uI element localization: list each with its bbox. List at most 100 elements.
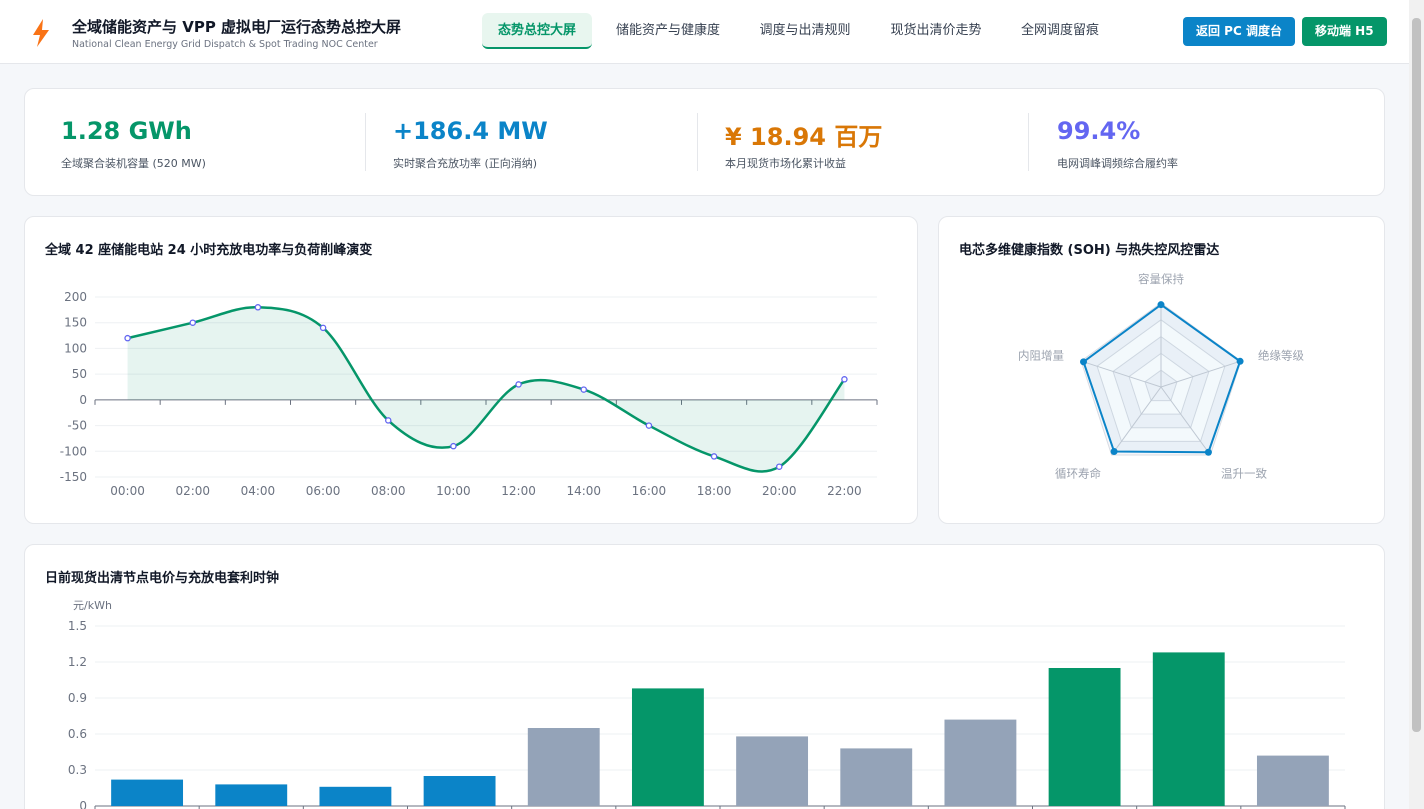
x-tick-label: 06:00 [306, 484, 341, 498]
tab-situation-screen[interactable]: 态势总控大屏 [482, 13, 592, 49]
y-tick-label: 0.9 [68, 691, 87, 705]
radar-axis-line [1160, 386, 1211, 456]
y-tick-label: 0 [79, 393, 87, 407]
price-bar [215, 784, 288, 806]
radar-axis-label: 循环寿命 [1055, 467, 1101, 481]
radar-data-point [1110, 448, 1118, 456]
y-tick-label: 150 [64, 316, 87, 330]
kpi-capacity-label: 全域聚合装机容量 (520 MW) [61, 157, 206, 170]
kpi-summary-card: 1.28 GWh 全域聚合装机容量 (520 MW) +186.4 MW 实时聚… [24, 88, 1385, 196]
price-bar [319, 786, 392, 806]
y-tick-label: 0.6 [68, 727, 87, 741]
data-point [645, 422, 653, 429]
radar-axis-line [1160, 360, 1242, 388]
kpi-power-value: +186.4 MW [393, 117, 548, 145]
radar-series-area [1082, 303, 1242, 454]
tab-dispatch-rules[interactable]: 调度与出清规则 [759, 23, 851, 38]
x-tick-label: 16:00 [632, 484, 667, 498]
power-curve-card: 全域 42 座储能电站 24 小时充放电功率与负荷削峰演变 200 150 100 5… [24, 216, 918, 524]
y-tick-label: -100 [60, 444, 87, 458]
price-bar [423, 776, 496, 806]
data-point [776, 463, 783, 470]
y-tick-label: 200 [64, 290, 87, 304]
y-tick-label: 1.2 [68, 655, 87, 669]
y-tick-label: 50 [72, 367, 87, 381]
price-bar [1256, 755, 1329, 806]
kpi-compliance-value: 99.4% [1057, 117, 1141, 145]
x-tick-label: 08:00 [371, 484, 406, 498]
price-bar [1048, 668, 1121, 806]
radar-axis-label: 容量保持 [1138, 272, 1184, 286]
x-tick-label: 12:00 [501, 484, 536, 498]
price-bar [111, 779, 184, 806]
price-bar [736, 736, 809, 806]
kpi-revenue: ¥ 18.94 百万 本月现货市场化累计收益 [689, 89, 1029, 197]
soh-radar-title: 电芯多维健康指数 (SOH) 与热失控风控雷达 [959, 243, 1220, 258]
data-point [450, 442, 457, 450]
radar-axis-label: 绝缘等级 [1258, 348, 1304, 362]
kpi-revenue-label: 本月现货市场化累计收益 [725, 157, 846, 170]
price-bar [840, 748, 913, 806]
price-bar [1152, 652, 1225, 806]
y-axis-unit-label: 元/kWh [73, 599, 112, 612]
y-tick-label: 100 [64, 341, 87, 355]
data-point [384, 417, 392, 424]
kpi-compliance-label: 电网调峰调频综合履约率 [1057, 157, 1178, 170]
radar-axis-label: 内阻增量 [1018, 348, 1064, 362]
radar-data-point [1236, 357, 1244, 365]
data-point [710, 453, 718, 460]
y-tick-label: 1.5 [68, 619, 87, 633]
y-tick-label: -50 [67, 419, 87, 433]
y-tick-label: 0 [79, 799, 87, 809]
x-tick-label: 10:00 [436, 484, 471, 498]
x-tick-label: 14:00 [566, 484, 601, 498]
radar-data-point [1080, 358, 1088, 366]
mobile-h5-button[interactable]: 移动端 H5 [1302, 17, 1387, 46]
tab-asset-health[interactable]: 储能资产与健康度 [615, 23, 720, 38]
price-bar [527, 728, 600, 806]
kpi-capacity-value: 1.28 GWh [61, 117, 192, 145]
lightning-bolt-icon [33, 19, 49, 47]
x-tick-label: 02:00 [175, 484, 210, 498]
data-point [841, 376, 848, 383]
kpi-divider [365, 113, 366, 171]
price-bar [944, 719, 1017, 806]
kpi-power-label: 实时聚合充放功率 (正向消纳) [393, 157, 538, 170]
radar-axis-label: 温升一致 [1221, 467, 1267, 481]
data-point [124, 334, 131, 342]
series-area [127, 307, 845, 472]
spot-price-chart: 元/kWh 1.5 1.2 0.9 0.6 0.3 0 [68, 599, 1346, 809]
x-tick-label: 18:00 [697, 484, 732, 498]
radar-data-point [1204, 448, 1212, 456]
page-title: 全域储能资产与 VPP 虚拟电厂运行态势总控大屏 [72, 18, 402, 36]
x-tick-label: 22:00 [827, 484, 862, 498]
soh-radar-card: 电芯多维健康指数 (SOH) 与热失控风控雷达 容量保持绝缘等级温升一致 循环寿命… [938, 216, 1385, 524]
kpi-divider [1028, 113, 1029, 171]
price-bar [631, 688, 704, 806]
spot-price-title: 日前现货出清节点电价与充放电套利时钟 [45, 571, 280, 586]
x-tick-label: 00:00 [110, 484, 145, 498]
x-tick-label: 04:00 [241, 484, 276, 498]
power-curve-chart: 200 150 100 50 0 -50 -100 -150 00:00 02:00 04:00 06… [60, 290, 878, 498]
data-point [580, 386, 588, 393]
spot-price-card: 日前现货出清节点电价与充放电套利时钟 元/kWh 1.5 1.2 0.9 0.6 0.3 0 [24, 544, 1385, 809]
data-point [515, 381, 522, 388]
kpi-divider [697, 113, 698, 171]
scrollbar-thumb[interactable] [1412, 18, 1421, 732]
tab-dispatch-log[interactable]: 全网调度留痕 [1020, 23, 1099, 38]
radar-axis-line [1111, 386, 1162, 456]
y-tick-label: 0.3 [68, 763, 87, 777]
data-point [319, 324, 327, 332]
power-curve-title: 全域 42 座储能电站 24 小时充放电功率与负荷削峰演变 [45, 243, 373, 258]
kpi-revenue-value: ¥ 18.94 百万 [725, 123, 883, 151]
tab-spot-price-trend[interactable]: 现货出清价走势 [890, 23, 982, 38]
page-subtitle: National Clean Energy Grid Dispatch & Sp… [72, 39, 378, 50]
top-header: 全域储能资产与 VPP 虚拟电厂运行态势总控大屏 National Clean … [0, 0, 1409, 64]
y-tick-label: -150 [60, 470, 87, 484]
back-to-pc-button[interactable]: 返回 PC 调度台 [1183, 17, 1295, 46]
kpi-power: +186.4 MW 实时聚合充放功率 (正向消纳) [357, 89, 697, 197]
data-point [254, 304, 262, 311]
kpi-compliance: 99.4% 电网调峰调频综合履约率 [1021, 89, 1361, 197]
kpi-capacity: 1.28 GWh 全域聚合装机容量 (520 MW) [25, 89, 365, 197]
